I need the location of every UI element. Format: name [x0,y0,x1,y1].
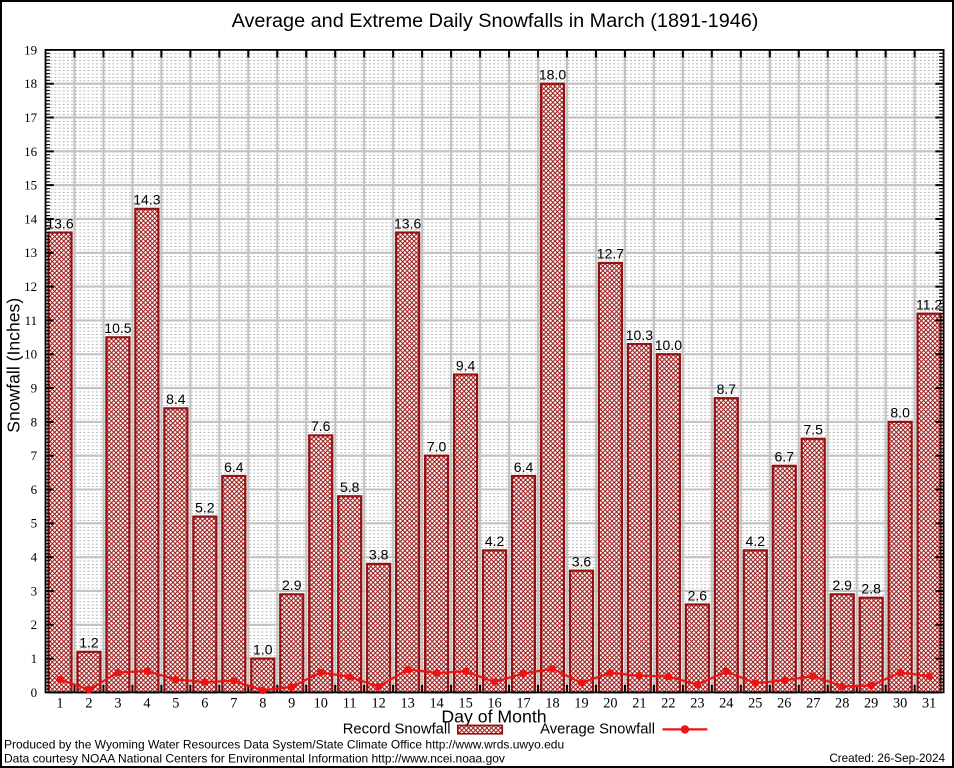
svg-text:2: 2 [31,617,38,632]
svg-text:8.4: 8.4 [166,391,186,407]
svg-text:18: 18 [545,696,559,712]
svg-text:Produced by the Wyoming Water: Produced by the Wyoming Water Resources … [4,738,564,752]
svg-text:6.4: 6.4 [514,459,534,475]
svg-text:10.5: 10.5 [104,320,131,336]
svg-text:11.2: 11.2 [916,296,942,312]
svg-text:23: 23 [690,696,704,712]
svg-text:14: 14 [429,696,443,712]
svg-text:7.5: 7.5 [803,422,823,438]
svg-text:10: 10 [314,696,328,712]
svg-text:1.2: 1.2 [79,635,99,651]
svg-text:1: 1 [31,651,38,666]
svg-text:1: 1 [56,696,63,712]
svg-text:3.8: 3.8 [369,547,389,563]
svg-text:Average Snowfall: Average Snowfall [540,722,655,738]
svg-text:17: 17 [24,110,38,125]
svg-text:19: 19 [24,42,37,57]
svg-text:4: 4 [31,550,38,565]
svg-text:7.6: 7.6 [311,418,331,434]
svg-text:2.9: 2.9 [282,577,302,593]
svg-text:3: 3 [114,696,121,712]
svg-text:22: 22 [661,696,675,712]
svg-text:13.6: 13.6 [394,215,421,231]
svg-text:2.9: 2.9 [832,577,852,593]
svg-text:7: 7 [230,696,237,712]
svg-text:2.6: 2.6 [688,587,708,603]
svg-text:4.2: 4.2 [485,533,505,549]
svg-text:18.0: 18.0 [539,67,566,83]
svg-text:13.6: 13.6 [46,215,73,231]
svg-text:Record Snowfall: Record Snowfall [343,722,451,738]
svg-text:26: 26 [777,696,791,712]
svg-text:3.6: 3.6 [572,553,592,569]
svg-text:10.0: 10.0 [655,337,682,353]
svg-text:14: 14 [24,211,38,226]
svg-text:31: 31 [922,696,936,712]
svg-text:Data courtesy NOAA National Ce: Data courtesy NOAA National Centers for … [4,752,505,766]
svg-text:0: 0 [31,685,38,700]
svg-text:17: 17 [516,696,530,712]
svg-text:Snowfall (Inches): Snowfall (Inches) [4,298,24,433]
svg-text:6: 6 [31,482,38,497]
svg-text:15: 15 [458,696,472,712]
svg-text:6.4: 6.4 [224,459,244,475]
svg-text:4: 4 [143,696,150,712]
svg-text:9: 9 [31,380,38,395]
svg-text:5.2: 5.2 [195,499,215,515]
svg-text:8: 8 [259,696,266,712]
svg-text:18: 18 [24,76,37,91]
svg-text:13: 13 [24,245,37,260]
svg-text:11: 11 [25,313,38,328]
svg-text:7: 7 [31,448,38,463]
svg-text:4.2: 4.2 [746,533,766,549]
svg-text:2.8: 2.8 [861,581,881,597]
svg-text:3: 3 [31,583,38,598]
svg-text:8: 8 [31,414,38,429]
svg-text:6: 6 [201,696,208,712]
svg-text:16: 16 [24,144,38,159]
svg-text:15: 15 [24,178,37,193]
svg-text:27: 27 [806,696,820,712]
svg-text:20: 20 [603,696,617,712]
svg-text:24: 24 [719,696,733,712]
svg-text:30: 30 [893,696,907,712]
svg-text:5.8: 5.8 [340,479,360,495]
svg-text:Average and Extreme Daily Snow: Average and Extreme Daily Snowfalls in M… [232,10,759,32]
svg-text:9.4: 9.4 [456,357,476,373]
svg-text:9: 9 [288,696,295,712]
svg-text:6.7: 6.7 [775,449,795,465]
svg-text:12.7: 12.7 [597,246,624,262]
svg-text:29: 29 [864,696,878,712]
svg-text:12: 12 [24,279,37,294]
svg-text:21: 21 [632,696,646,712]
svg-text:1.0: 1.0 [253,641,273,657]
svg-text:28: 28 [835,696,849,712]
svg-text:7.0: 7.0 [427,438,447,454]
svg-text:8.7: 8.7 [717,381,737,397]
svg-text:13: 13 [400,696,414,712]
svg-text:Created: 26-Sep-2024: Created: 26-Sep-2024 [829,752,945,765]
svg-text:16: 16 [487,696,501,712]
svg-text:8.0: 8.0 [890,405,910,421]
svg-text:10.3: 10.3 [626,327,653,343]
svg-text:5: 5 [31,516,38,531]
svg-text:14.3: 14.3 [133,192,160,208]
svg-text:5: 5 [172,696,179,712]
svg-text:25: 25 [748,696,762,712]
svg-text:Day of Month: Day of Month [441,707,546,727]
svg-text:12: 12 [372,696,386,712]
svg-text:19: 19 [574,696,588,712]
svg-text:10: 10 [24,347,37,362]
svg-text:11: 11 [343,696,357,712]
svg-text:2: 2 [85,696,92,712]
